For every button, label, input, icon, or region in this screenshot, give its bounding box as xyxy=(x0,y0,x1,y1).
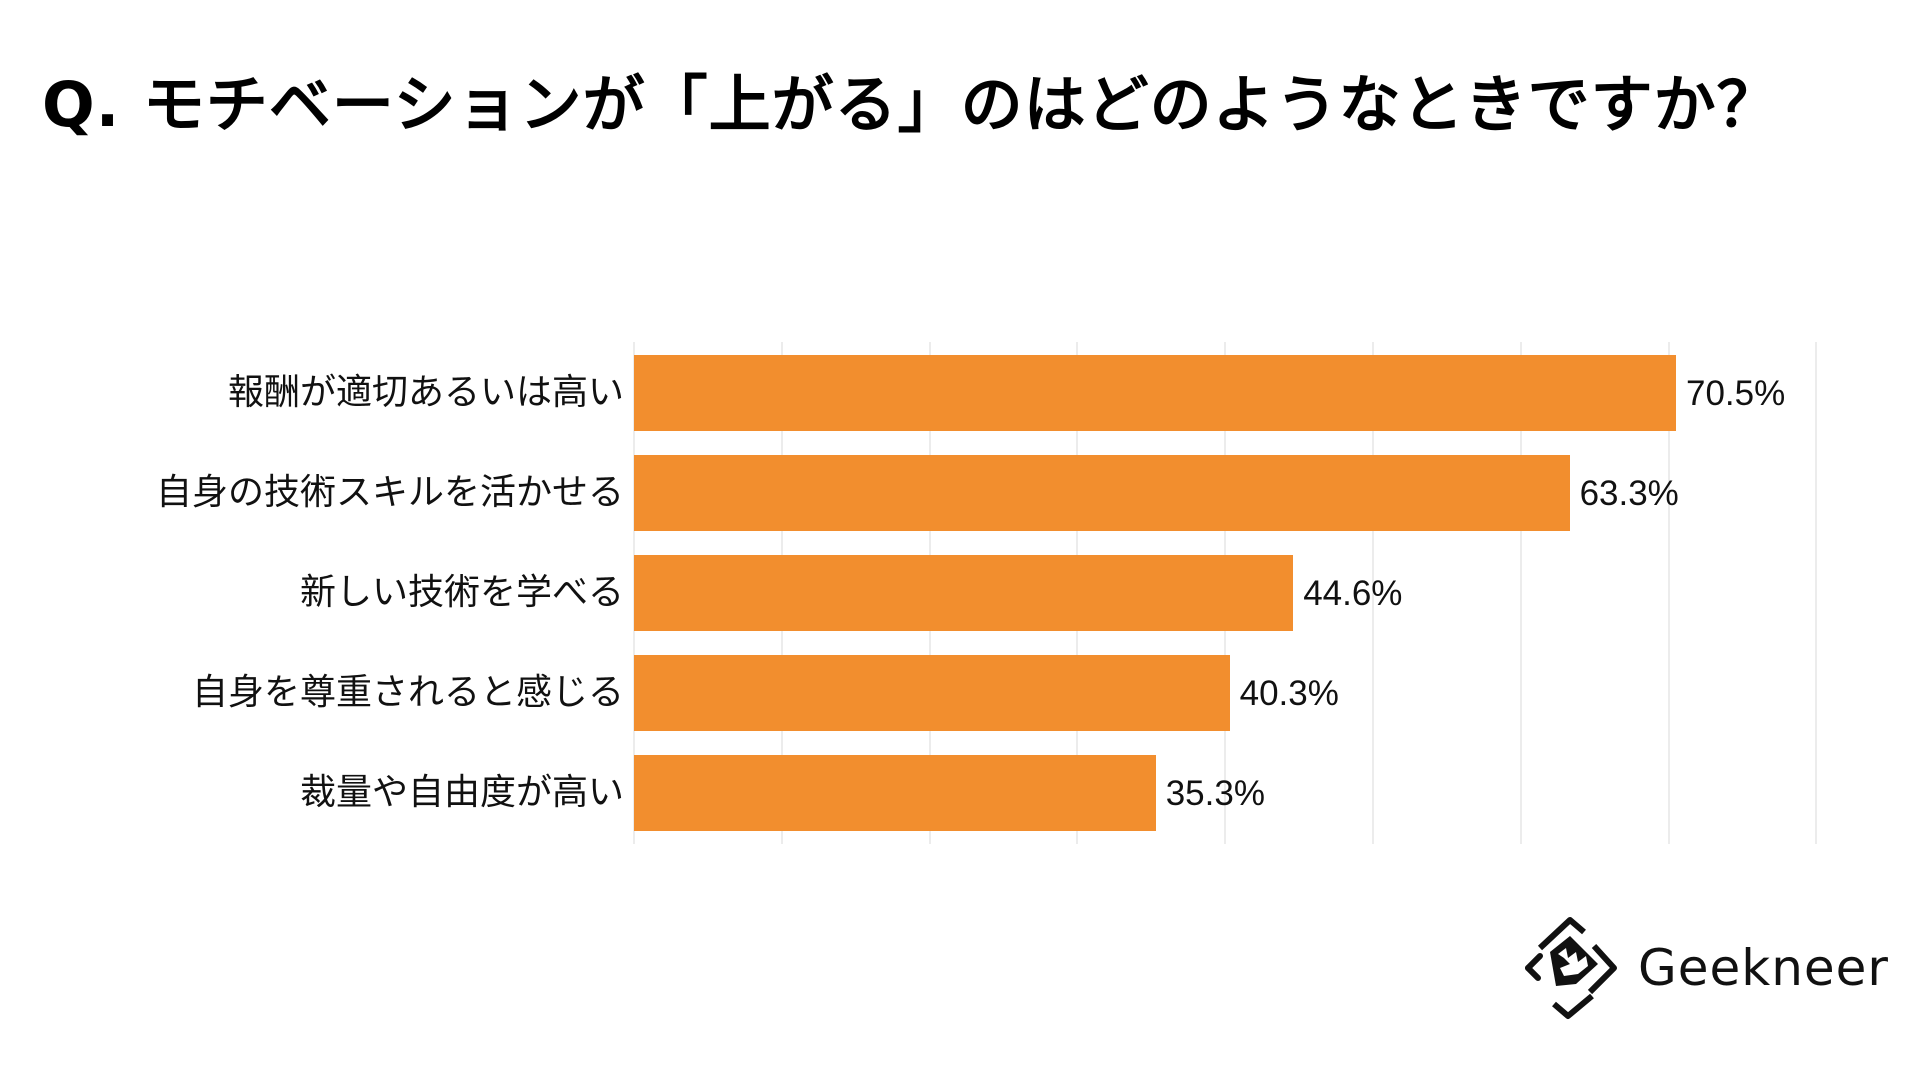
bar-row: 自身を尊重されると感じる 40.3% xyxy=(0,655,1920,731)
category-label: 裁量や自由度が高い xyxy=(299,772,624,813)
gridline xyxy=(1372,342,1374,844)
bar-row: 新しい技術を学べる 44.6% xyxy=(0,555,1920,631)
category-label: 新しい技術を学べる xyxy=(299,572,624,613)
gridline xyxy=(1519,342,1522,844)
value-label: 63.3% xyxy=(1579,474,1679,513)
chart-title: Q. モチベーションが「上がる」のはどのようなときですか？ xyxy=(42,68,1780,141)
gridline xyxy=(1815,342,1818,844)
category-label: 自身を尊重されると感じる xyxy=(191,672,624,713)
geekneer-logo-icon xyxy=(1525,917,1617,1019)
bar-row: 裁量や自由度が高い 35.3% xyxy=(0,755,1920,831)
bar xyxy=(634,755,1156,831)
bar xyxy=(634,355,1676,431)
value-label: 44.6% xyxy=(1303,574,1403,613)
gridline xyxy=(1667,342,1670,844)
category-label: 報酬が適切あるいは高い xyxy=(227,372,624,413)
bar-row: 報酬が適切あるいは高い 70.5% xyxy=(0,355,1920,431)
bar xyxy=(634,555,1294,631)
value-label: 35.3% xyxy=(1165,774,1265,813)
brand-logo: Geekneer xyxy=(1520,912,1889,1024)
bar xyxy=(634,655,1230,731)
category-label: 自身の技術スキルを活かせる xyxy=(155,472,624,513)
value-label: 70.5% xyxy=(1685,374,1786,413)
bar-row: 自身の技術スキルを活かせる 63.3% xyxy=(0,455,1920,531)
bar xyxy=(634,455,1570,531)
logo-wordmark: Geekneer xyxy=(1638,939,1889,997)
value-label: 40.3% xyxy=(1239,674,1339,713)
